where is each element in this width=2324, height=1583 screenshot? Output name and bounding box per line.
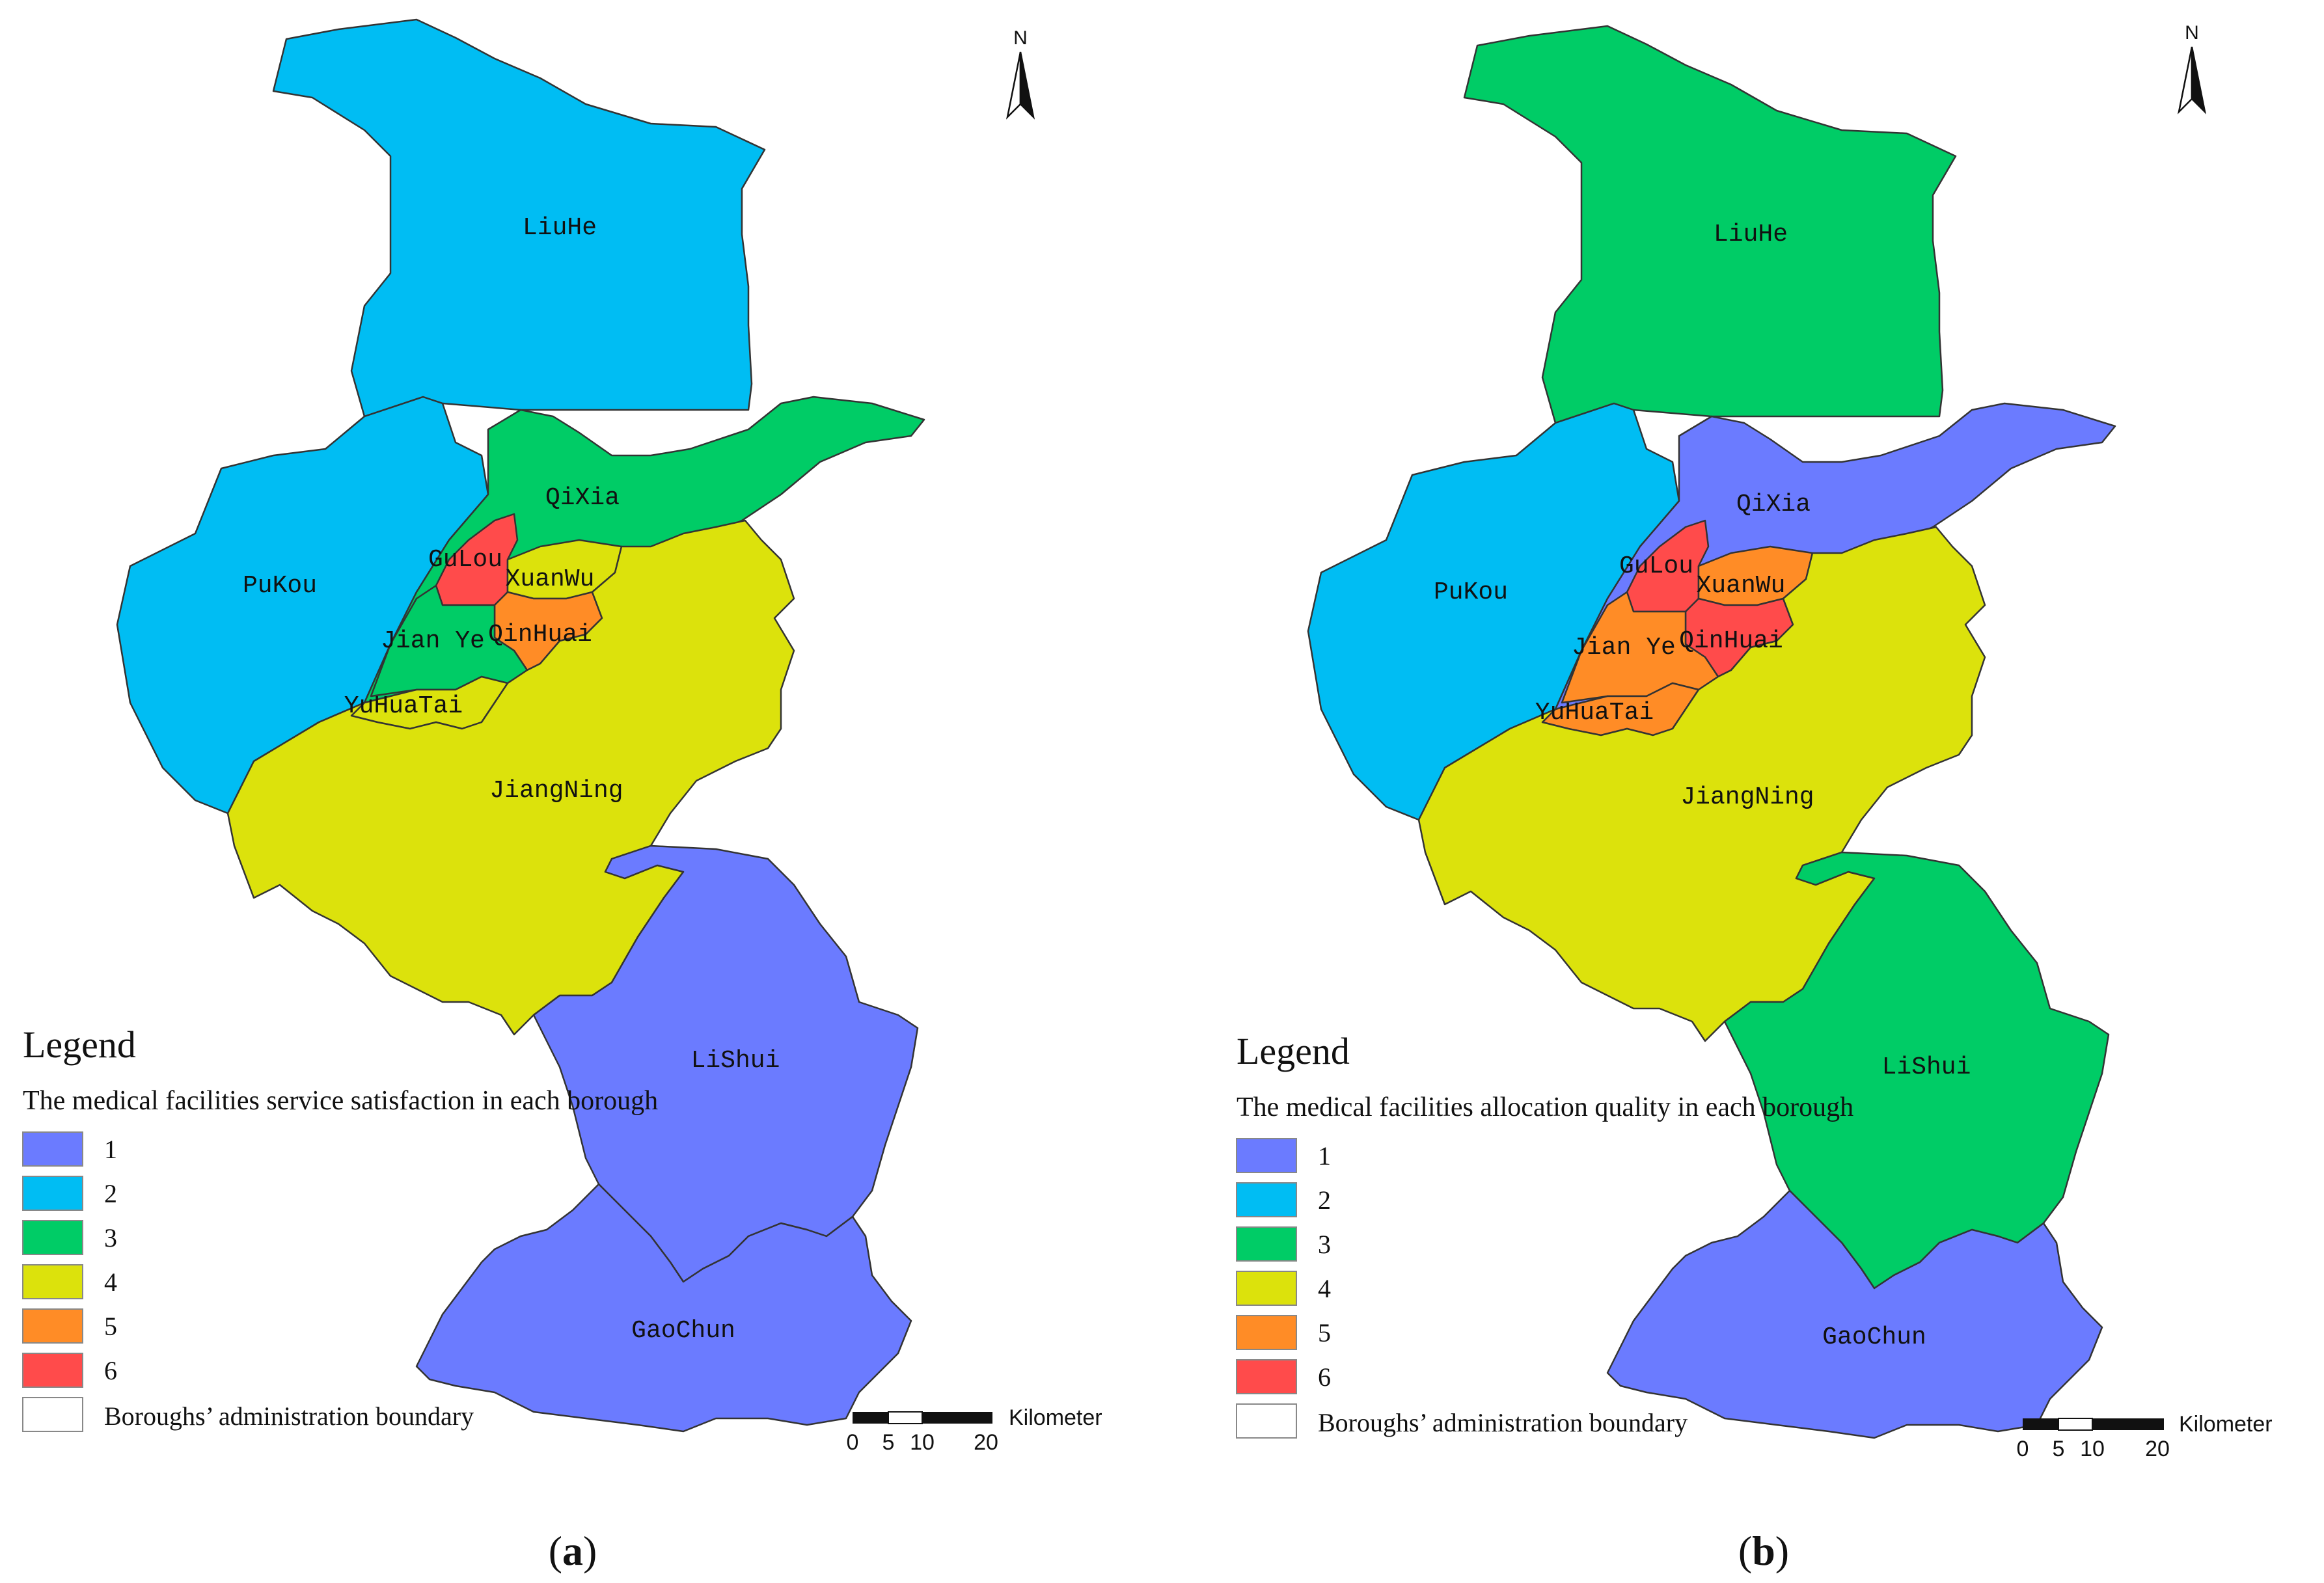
borough-liuhe[interactable] bbox=[272, 18, 766, 418]
legend-label-6: 6 bbox=[1318, 1362, 1331, 1392]
legend-swatch-6 bbox=[22, 1353, 83, 1388]
label-jiangning: JiangNing bbox=[489, 777, 623, 805]
legend-swatch-1 bbox=[22, 1131, 83, 1167]
legend-title: Legend bbox=[23, 1023, 136, 1066]
map-panel-a: LiuHe PuKou QiXia GuLou XuanWu QinHuai J… bbox=[22, 18, 1102, 1574]
label-pukou: PuKou bbox=[243, 572, 317, 600]
legend-swatch-3 bbox=[22, 1220, 83, 1255]
legend-label-4: 4 bbox=[104, 1267, 117, 1297]
caption-a: (a) bbox=[549, 1528, 597, 1574]
borough-liuhe[interactable] bbox=[1463, 25, 1957, 424]
legend-swatch-1 bbox=[1236, 1138, 1297, 1173]
north-label: N bbox=[2185, 22, 2199, 44]
caption-b: (b) bbox=[1738, 1528, 1789, 1574]
legend-label-6: 6 bbox=[104, 1356, 117, 1385]
label-jianye: Jian Ye bbox=[1572, 634, 1676, 662]
label-pukou: PuKou bbox=[1434, 578, 1508, 606]
scale-unit: Kilometer bbox=[2179, 1412, 2273, 1437]
legend-swatch-4 bbox=[1236, 1271, 1297, 1306]
scale-tick-20: 20 bbox=[2145, 1437, 2170, 1461]
legend-boundary-label: Boroughs’ administration boundary bbox=[1318, 1408, 1688, 1437]
legend-label-1: 1 bbox=[1318, 1141, 1331, 1170]
borough-jiangning[interactable] bbox=[1417, 526, 1986, 1042]
label-liuhe: LiuHe bbox=[1714, 221, 1788, 249]
label-xuanwu: XuanWu bbox=[506, 565, 595, 593]
label-qixia: QiXia bbox=[545, 484, 620, 512]
scale-tick-10: 10 bbox=[2080, 1437, 2105, 1461]
borough-gaochun[interactable] bbox=[1606, 1189, 2103, 1439]
label-qinhuai: QinHuai bbox=[1679, 627, 1783, 655]
legend-label-1: 1 bbox=[104, 1135, 117, 1164]
label-lishui: LiShui bbox=[691, 1047, 780, 1075]
legend-swatch-4 bbox=[22, 1264, 83, 1299]
north-label: N bbox=[1013, 27, 1028, 49]
north-arrow: N bbox=[1005, 27, 1035, 120]
legend-label-3: 3 bbox=[104, 1223, 117, 1252]
legend-boundary-swatch bbox=[22, 1397, 83, 1432]
legend-swatch-2 bbox=[22, 1176, 83, 1211]
label-jiangning: JiangNing bbox=[1680, 783, 1814, 811]
legend-label-4: 4 bbox=[1318, 1274, 1331, 1303]
scale-unit: Kilometer bbox=[1009, 1405, 1102, 1430]
scale-tick-0: 0 bbox=[847, 1430, 859, 1455]
borough-gaochun[interactable] bbox=[415, 1183, 912, 1433]
label-gulou: GuLou bbox=[1619, 552, 1693, 580]
legend-subtitle: The medical facilities service satisfact… bbox=[23, 1086, 658, 1116]
legend-swatch-5 bbox=[22, 1308, 83, 1344]
map-panel-b: LiuHe PuKou QiXia GuLou XuanWu QinHuai J… bbox=[1236, 22, 2273, 1574]
legend-label-2: 2 bbox=[104, 1179, 117, 1208]
label-xuanwu: XuanWu bbox=[1697, 572, 1786, 600]
legend-label-3: 3 bbox=[1318, 1230, 1331, 1259]
label-gaochun: GaoChun bbox=[1822, 1323, 1926, 1351]
label-gulou: GuLou bbox=[428, 546, 502, 574]
legend-items: 1 2 3 4 5 6 bbox=[1236, 1138, 1331, 1394]
scale-bar: 0 5 10 20 Kilometer bbox=[847, 1405, 1102, 1455]
scale-tick-0: 0 bbox=[2017, 1437, 2029, 1461]
label-jianye: Jian Ye bbox=[381, 627, 485, 655]
legend-boundary-label: Boroughs’ administration boundary bbox=[104, 1401, 474, 1431]
scale-tick-20: 20 bbox=[974, 1430, 998, 1455]
legend-swatch-5 bbox=[1236, 1315, 1297, 1350]
label-qinhuai: QinHuai bbox=[488, 621, 592, 649]
label-gaochun: GaoChun bbox=[631, 1317, 735, 1345]
legend-label-5: 5 bbox=[1318, 1318, 1331, 1347]
legend: Legend The medical facilities service sa… bbox=[22, 1023, 658, 1432]
label-yuhuatai: YuHuaTai bbox=[1535, 699, 1654, 727]
borough-jiangning[interactable] bbox=[226, 519, 795, 1036]
north-arrow: N bbox=[2177, 22, 2207, 115]
legend-label-5: 5 bbox=[104, 1312, 117, 1341]
legend-swatch-3 bbox=[1236, 1226, 1297, 1262]
legend-label-2: 2 bbox=[1318, 1185, 1331, 1215]
label-lishui: LiShui bbox=[1882, 1053, 1971, 1081]
legend-boundary-swatch bbox=[1236, 1403, 1297, 1439]
scale-tick-5: 5 bbox=[2053, 1437, 2065, 1461]
scale-bar: 0 5 10 20 Kilometer bbox=[2017, 1412, 2273, 1461]
label-liuhe: LiuHe bbox=[523, 214, 597, 242]
label-yuhuatai: YuHuaTai bbox=[344, 692, 463, 720]
legend-title: Legend bbox=[1237, 1030, 1350, 1072]
legend: Legend The medical facilities allocation… bbox=[1236, 1030, 1853, 1439]
label-qixia: QiXia bbox=[1736, 491, 1811, 519]
legend-swatch-6 bbox=[1236, 1359, 1297, 1394]
scale-tick-10: 10 bbox=[910, 1430, 935, 1455]
legend-swatch-2 bbox=[1236, 1182, 1297, 1217]
legend-subtitle: The medical facilities allocation qualit… bbox=[1237, 1092, 1853, 1122]
scale-tick-5: 5 bbox=[882, 1430, 895, 1455]
legend-items: 1 2 3 4 5 6 bbox=[22, 1131, 117, 1388]
